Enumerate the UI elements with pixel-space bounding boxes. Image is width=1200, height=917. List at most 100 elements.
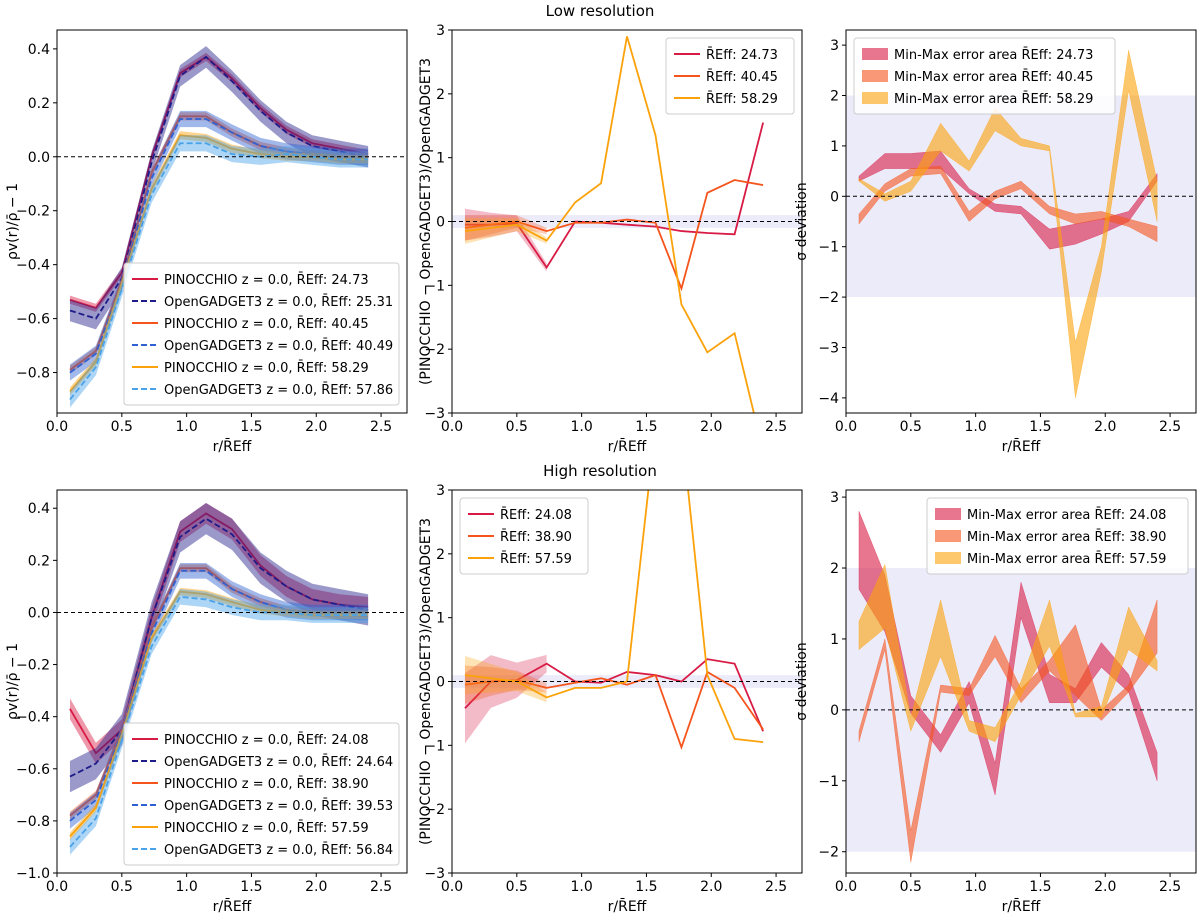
error-band-series-1: [464, 215, 547, 241]
axis-label-x: r/R̄Eff: [1002, 437, 1041, 455]
x-tick-label: 0.0: [835, 419, 857, 435]
y-tick-label: 2: [436, 547, 445, 563]
x-tick-label: 1.0: [175, 879, 197, 895]
series-line-5: [69, 595, 369, 848]
x-tick-label: 1.5: [1029, 419, 1051, 435]
x-tick-label: 2.0: [1094, 419, 1116, 435]
y-tick-label: −0.4: [16, 710, 50, 726]
y-tick-label: 1: [436, 151, 445, 167]
x-tick-label: 0.0: [46, 879, 68, 895]
axes-frame: [56, 29, 408, 414]
axes-frame: [845, 29, 1197, 414]
x-tick-label: 0.5: [111, 419, 133, 435]
legend-label: OpenGADGET3 z = 0.0, R̄Eff: 40.49: [164, 339, 393, 354]
legend-label: Min-Max error area R̄Eff: 58.29: [894, 92, 1093, 107]
error-area-series-0: [858, 511, 1158, 796]
legend-label: PINOCCHIO z = 0.0, R̄Eff: 24.73: [164, 273, 369, 288]
y-tick-label: −1: [424, 278, 445, 294]
y-tick-label: 0.4: [28, 501, 50, 517]
y-tick-label: 0: [830, 189, 839, 205]
legend-label: OpenGADGET3 z = 0.0, R̄Eff: 57.86: [164, 383, 393, 398]
y-tick-label: −0.8: [16, 366, 50, 382]
y-tick-label: −3: [424, 406, 445, 422]
legend: PINOCCHIO z = 0.0, R̄Eff: 24.08 OpenGADGE…: [123, 722, 400, 866]
x-tick-label: 2.5: [765, 879, 787, 895]
y-tick-label: 3: [436, 23, 445, 39]
y-tick-label: 3: [436, 483, 445, 499]
axis-label-profile_y: ρv(r)/ρ̄ − 1: [5, 643, 21, 720]
error-area-series-2: [858, 50, 1158, 398]
legend: R̄Eff: 24.73 R̄Eff: 40.45 R̄Eff: 58.29: [665, 37, 795, 115]
x-tick-label: 1.5: [1029, 879, 1051, 895]
legend-label: R̄Eff: 57.59: [500, 552, 572, 567]
y-tick-label: 1: [830, 632, 839, 648]
x-tick-label: 1.5: [240, 879, 262, 895]
x-tick-label: 1.5: [635, 879, 657, 895]
legend-label: Min-Max error area R̄Eff: 24.73: [894, 48, 1093, 63]
x-tick-label: 1.0: [964, 879, 986, 895]
axis-label-sigma_y: σ deviation: [794, 182, 810, 260]
x-tick-label: 1.0: [570, 419, 592, 435]
y-tick-label: 0.2: [28, 96, 50, 112]
axis-label-diff_y: (PINOCCHIO − OpenGADGET3)/OpenGADGET3: [418, 58, 434, 385]
axes-frame: [845, 489, 1197, 874]
legend-label: OpenGADGET3 z = 0.0, R̄Eff: 25.31: [164, 295, 393, 310]
y-tick-label: −2: [424, 802, 445, 818]
y-tick-label: 2: [436, 87, 445, 103]
legend-label: R̄Eff: 38.90: [500, 530, 572, 545]
x-tick-label: 2.0: [700, 419, 722, 435]
y-tick-label: −3: [818, 340, 839, 356]
legend-label: PINOCCHIO z = 0.0, R̄Eff: 57.59: [164, 821, 369, 836]
x-tick-label: 2.5: [765, 419, 787, 435]
legend-swatch: [935, 508, 961, 520]
series-line-2: [464, 36, 755, 413]
y-tick-label: 0.0: [28, 605, 50, 621]
x-tick-label: 0.5: [111, 879, 133, 895]
x-tick-label: 1.0: [570, 879, 592, 895]
legend-swatch: [862, 70, 888, 82]
chart-low-diff: 0.0 0.5 1.0 1.5 2.0 2.5 −3 −2 −1 0 1 2 3 r/R̄Eff (PINO…: [418, 23, 803, 455]
y-tick-label: −0.2: [16, 204, 50, 220]
x-tick-label: 1.5: [240, 419, 262, 435]
chart-low-profile: 0.0 0.5 1.0 1.5 2.0 2.5 −0.8 −0.6 −0.4 −0.2 0.0 0.2…: [5, 29, 408, 455]
error-band-series-1: [69, 503, 369, 793]
y-tick-label: 3: [830, 490, 839, 506]
y-tick-label: 0.4: [28, 42, 50, 58]
y-tick-label: −0.2: [16, 658, 50, 674]
legend-label: Min-Max error area R̄Eff: 40.45: [894, 70, 1093, 85]
chart-high-profile: 0.0 0.5 1.0 1.5 2.0 2.5 −1.0 −0.8 −0.6 −0.4 −0.2 0.…: [5, 489, 408, 915]
axis-label-x: r/R̄Eff: [608, 437, 647, 455]
y-tick-label: −1: [424, 738, 445, 754]
error-area-series-1: [858, 599, 1158, 863]
y-tick-label: −0.4: [16, 258, 50, 274]
axis-label-x: r/R̄Eff: [608, 897, 647, 915]
legend-label: OpenGADGET3 z = 0.0, R̄Eff: 39.53: [164, 799, 393, 814]
y-tick-label: 3: [830, 38, 839, 54]
x-tick-label: 2.0: [1094, 879, 1116, 895]
y-tick-label: −0.6: [16, 312, 50, 328]
y-tick-label: −2: [818, 845, 839, 861]
y-tick-label: 0: [436, 675, 445, 691]
axis-label-x: r/R̄Eff: [213, 897, 252, 915]
x-tick-label: 0.0: [441, 419, 463, 435]
axis-label-x: r/R̄Eff: [213, 437, 252, 455]
y-tick-label: 2: [830, 561, 839, 577]
chart-high-diff: 0.0 0.5 1.0 1.5 2.0 2.5 −3 −2 −1 0 1 2 3 r/R̄Eff (PINO…: [418, 483, 803, 915]
low-resolution-title: Low resolution: [545, 2, 655, 20]
x-tick-label: 0.0: [441, 879, 463, 895]
series-line-1: [69, 55, 369, 320]
series-line-0: [464, 122, 764, 270]
x-tick-label: 2.5: [1159, 879, 1181, 895]
legend-box: [459, 497, 589, 575]
axis-label-sigma_y: σ deviation: [794, 642, 810, 720]
series-line-0: [69, 512, 369, 755]
y-tick-label: −0.8: [16, 814, 50, 830]
error-area-series-2: [858, 563, 1158, 743]
y-tick-label: −1.0: [16, 866, 50, 882]
error-area-series-1: [858, 165, 1158, 243]
axes-frame: [56, 489, 408, 874]
legend: PINOCCHIO z = 0.0, R̄Eff: 24.73 OpenGADGE…: [123, 262, 400, 406]
series-line-2: [464, 490, 764, 744]
series-line-0: [69, 55, 369, 309]
